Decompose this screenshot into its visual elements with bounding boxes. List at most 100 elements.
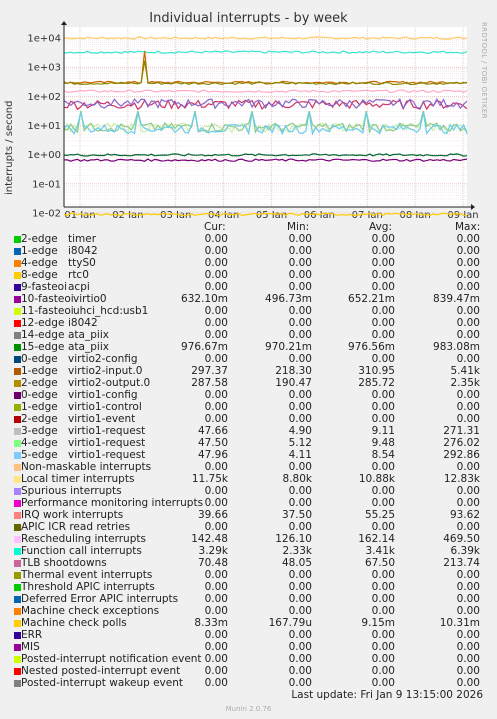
legend-row: Non-maskable interrupts 0.00 0.00 0.00 0.00 — [0, 461, 497, 473]
legend-series-name: 10-fasteoi — [21, 293, 74, 305]
legend-series-desc: ata_piix — [68, 329, 109, 341]
legend-series-name: APIC ICR read retries — [21, 521, 131, 533]
legend-cur-value: 0.00 — [204, 461, 228, 473]
legend-min-value: 2.33k — [282, 545, 312, 557]
legend-cur-value: 0.00 — [204, 269, 228, 281]
legend-swatch — [14, 296, 21, 303]
legend-max-value: 0.00 — [456, 269, 480, 281]
x-axis-arrow — [471, 204, 475, 210]
legend-avg-value: 67.50 — [364, 557, 395, 569]
legend-max-value: 0.00 — [456, 641, 480, 653]
legend-swatch — [14, 584, 21, 591]
legend-cur-value: 0.00 — [204, 305, 228, 317]
legend-row: Rescheduling interrupts 142.48 126.10 162.1… — [0, 533, 497, 545]
legend-swatch — [14, 272, 21, 279]
legend-avg-value: 0.00 — [371, 245, 395, 257]
legend-cur-value: 0.00 — [204, 353, 228, 365]
legend-swatch — [14, 404, 21, 411]
legend-cur-value: 0.00 — [204, 569, 228, 581]
legend-series-name: TLB shootdowns — [21, 557, 107, 569]
legend-row: 5-edge virtio1-request 47.96 4.11 8.54 292.86 — [0, 449, 497, 461]
legend-cur-value: 0.00 — [204, 677, 228, 689]
legend-cur-value: 0.00 — [204, 593, 228, 605]
legend-avg-value: 0.00 — [371, 257, 395, 269]
legend-series-desc: i8042 — [68, 245, 98, 257]
series-line — [63, 89, 468, 94]
legend-cur-value: 0.00 — [204, 329, 228, 341]
legend-series-name: Function call interrupts — [21, 545, 142, 557]
legend-avg-value: 0.00 — [371, 641, 395, 653]
legend-min-value: 0.00 — [288, 497, 312, 509]
legend-max-value: 0.00 — [456, 413, 480, 425]
legend-swatch — [14, 536, 21, 543]
legend-series-name: IRQ work interrupts — [21, 509, 124, 521]
legend-row: 12-edge i8042 0.00 0.00 0.00 0.00 — [0, 317, 497, 329]
legend-cur-value: 287.58 — [191, 377, 228, 389]
legend-avg-value: 285.72 — [358, 377, 395, 389]
legend-row: 11-fasteoi uhci_hcd:usb1 0.00 0.00 0.00 0.00 — [0, 305, 497, 317]
legend-max-value: 0.00 — [456, 257, 480, 269]
legend-cur-value: 0.00 — [204, 485, 228, 497]
legend-avg-value: 0.00 — [371, 485, 395, 497]
legend-series-name: 1-edge — [21, 245, 58, 257]
plot-background — [64, 27, 467, 207]
legend-swatch — [14, 668, 21, 675]
legend-avg-value: 162.14 — [358, 533, 395, 545]
legend-row: 9-fasteoi acpi 0.00 0.00 0.00 0.00 — [0, 281, 497, 293]
legend-row: Posted-interrupt wakeup event 0.00 0.00 0.0… — [0, 677, 497, 689]
legend-row: Thermal event interrupts 0.00 0.00 0.00 0.00 — [0, 569, 497, 581]
legend-series-desc: virtio1-control — [68, 401, 142, 413]
legend-series-name: 15-edge — [21, 341, 65, 353]
legend-min-value: 5.12 — [288, 437, 312, 449]
legend-max-value: 276.02 — [443, 437, 480, 449]
legend-row: ERR 0.00 0.00 0.00 0.00 — [0, 629, 497, 641]
legend-min-value: 0.00 — [288, 245, 312, 257]
legend-series-name: 14-edge — [21, 329, 65, 341]
legend-series-name: 11-fasteoi — [21, 305, 74, 317]
legend-max-value: 839.47m — [433, 293, 480, 305]
y-axis-arrow — [61, 21, 67, 25]
y-tick-label: 1e-02 — [32, 209, 61, 219]
legend-series-desc: virtio1-event — [68, 413, 136, 425]
y-tick-label: 1e+00 — [27, 150, 61, 161]
legend-series-name: Nested posted-interrupt event — [21, 665, 181, 677]
legend-avg-value: 0.00 — [371, 353, 395, 365]
legend-row: 10-fasteoi virtio0 632.10m 496.73m 652.21m 83… — [0, 293, 497, 305]
legend-min-value: 167.79u — [268, 617, 312, 629]
legend-row: 2-edge virtio1-event 0.00 0.00 0.00 0.00 — [0, 413, 497, 425]
legend-min-value: 0.00 — [288, 629, 312, 641]
legend-swatch — [14, 620, 21, 627]
legend-min-value: 0.00 — [288, 329, 312, 341]
legend-swatch — [14, 452, 21, 459]
legend-cur-value: 0.00 — [204, 497, 228, 509]
munin-version: Munin 2.0.76 — [225, 705, 272, 713]
legend-max-value: 0.00 — [456, 245, 480, 257]
legend-cur-value: 976.67m — [181, 341, 228, 353]
legend-series-name: Machine check polls — [21, 617, 127, 629]
legend-row: Deferred Error APIC interrupts 0.00 0.00 0.… — [0, 593, 497, 605]
legend-max-value: 0.00 — [456, 665, 480, 677]
legend-max-value: 0.00 — [456, 497, 480, 509]
legend-series-name: 4-edge — [21, 257, 58, 269]
y-tick-label: 1e+01 — [27, 121, 61, 132]
legend-max-value: 0.00 — [456, 353, 480, 365]
legend-avg-value: 310.95 — [358, 365, 395, 377]
legend-series-name: 4-edge — [21, 437, 58, 449]
legend-avg-value: 0.00 — [371, 593, 395, 605]
legend-avg-value: 10.88k — [358, 473, 395, 485]
legend-header: Cur: Min: Avg: Max: — [0, 221, 497, 233]
legend-swatch — [14, 308, 21, 315]
legend-avg-value: 9.48 — [371, 437, 395, 449]
y-tick-label: 1e+02 — [27, 92, 61, 103]
legend-cur-value: 0.00 — [204, 521, 228, 533]
legend-series-name: ERR — [21, 629, 43, 641]
legend-header-avg: Avg: — [369, 221, 392, 233]
legend-swatch — [14, 656, 21, 663]
legend-min-value: 0.00 — [288, 269, 312, 281]
series-line — [64, 60, 468, 86]
legend-min-value: 0.00 — [288, 653, 312, 665]
legend-swatch — [14, 356, 21, 363]
legend-series-desc: ata_piix — [68, 341, 109, 353]
legend-avg-value: 0.00 — [371, 521, 395, 533]
legend-swatch — [14, 560, 21, 567]
